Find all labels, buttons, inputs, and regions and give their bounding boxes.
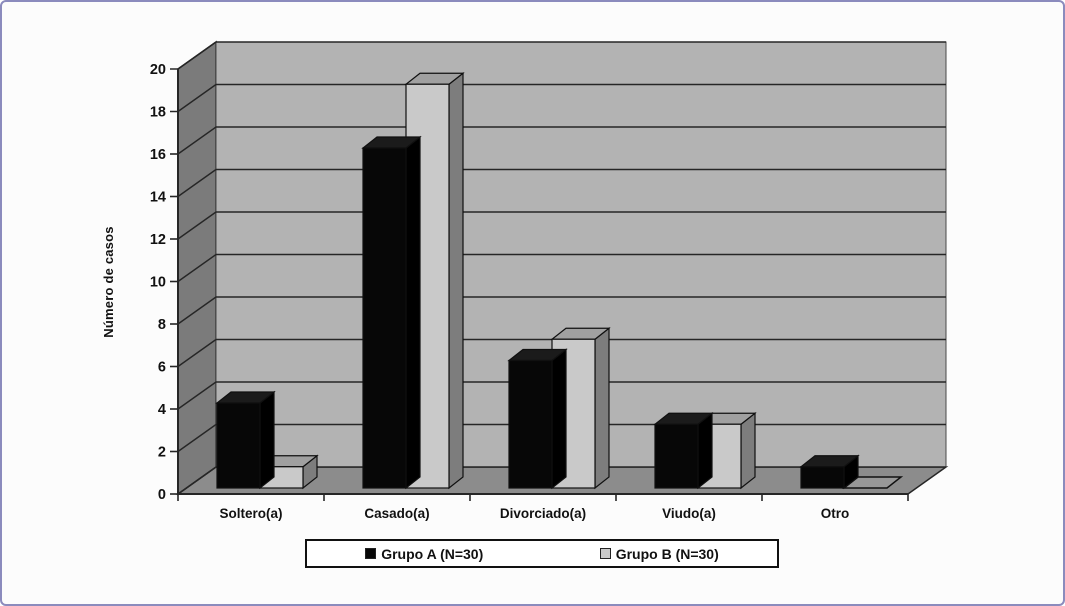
legend-item-grupo-a: Grupo A (N=30) <box>365 546 483 562</box>
side-wall-gridline <box>177 466 217 495</box>
bar-grupo-a-3 <box>507 348 568 490</box>
y-tick-label: 20 <box>150 62 166 78</box>
legend-label-grupo-a: Grupo A (N=30) <box>381 545 484 562</box>
side-wall-gridline <box>177 41 217 70</box>
bar-front-face <box>654 423 699 489</box>
bar-side-face <box>594 327 610 490</box>
bar-grupo-a-2 <box>361 135 422 490</box>
category-label: Otro <box>821 506 850 521</box>
bar-front-face <box>800 466 845 489</box>
category-label: Soltero(a) <box>219 506 282 521</box>
bar-side-face <box>259 390 275 490</box>
legend-label-grupo-b: Grupo B (N=30) <box>615 545 719 562</box>
bar-grupo-a-1 <box>215 390 276 490</box>
y-tick-label: 6 <box>158 360 166 376</box>
side-wall-gridline <box>177 211 217 240</box>
bar-side-face <box>551 348 567 490</box>
bar-side-face <box>697 412 713 490</box>
category-label: Divorciado(a) <box>500 506 586 521</box>
y-tick-label: 2 <box>158 445 166 461</box>
legend-box: Grupo A (N=30) Grupo B (N=30) <box>305 539 779 568</box>
side-wall-gridline <box>177 126 217 155</box>
bar-front-face <box>362 147 407 489</box>
side-wall-gridline <box>177 338 217 368</box>
bar-side-face <box>448 72 464 490</box>
bar-front-face <box>216 402 261 489</box>
category-label: Casado(a) <box>364 506 429 521</box>
y-tick-label: 0 <box>158 487 166 503</box>
side-wall-gridline <box>177 381 217 410</box>
y-tick-label: 10 <box>150 275 166 291</box>
bar-side-face <box>405 135 421 490</box>
legend-item-grupo-b: Grupo B (N=30) <box>599 545 719 562</box>
side-wall-gridline <box>177 296 217 325</box>
bar-front-face <box>508 359 553 489</box>
side-wall-gridline <box>177 83 217 113</box>
y-tick-label: 4 <box>158 402 166 418</box>
y-tick-label: 8 <box>158 317 166 333</box>
legend-swatch-grupo-b <box>599 548 611 559</box>
legend-swatch-grupo-a <box>365 548 377 559</box>
side-wall-gridline <box>177 423 217 453</box>
y-tick-label: 14 <box>150 190 166 206</box>
side-wall-gridline <box>177 168 217 198</box>
y-tick-label: 12 <box>150 232 166 248</box>
category-label: Viudo(a) <box>662 506 716 521</box>
bar-side-face <box>740 412 756 490</box>
y-tick-label: 18 <box>150 105 166 121</box>
bar-grupo-a-5 <box>799 454 860 490</box>
y-tick-label: 16 <box>150 147 166 163</box>
y-axis-title: Número de casos <box>101 226 116 338</box>
side-wall-gridline <box>177 253 217 283</box>
bar-grupo-a-4 <box>653 412 714 490</box>
